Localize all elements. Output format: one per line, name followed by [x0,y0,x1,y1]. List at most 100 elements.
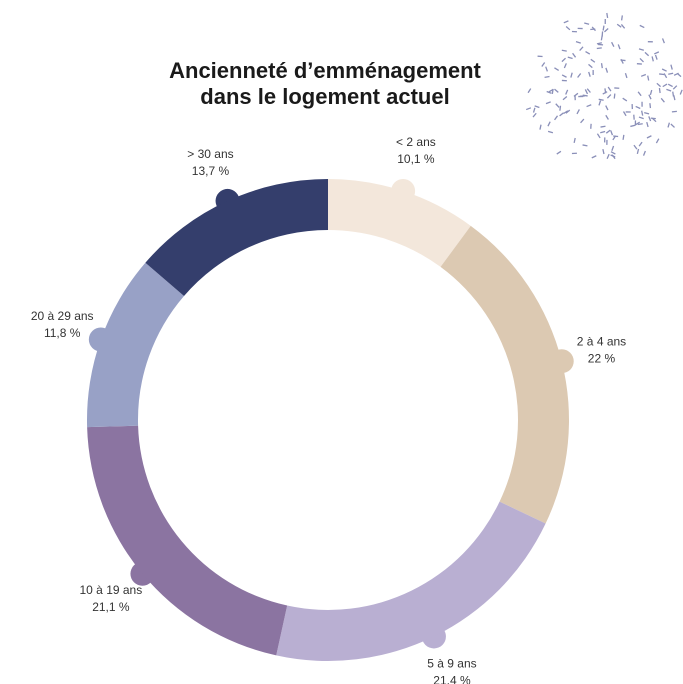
pattern-dash [623,98,627,101]
pattern-dash [597,48,602,49]
pattern-dash [621,24,624,28]
pattern-dash [589,64,593,67]
pattern-dash [546,67,548,72]
pattern-dash [560,113,564,116]
pattern-dash [659,88,660,93]
value-label: 13,7 % [192,164,230,178]
pattern-dash [650,103,651,108]
pattern-dash [666,89,671,91]
pattern-dash [648,76,649,81]
pattern-dash [557,151,561,154]
pattern-dash [564,21,569,23]
pattern-dash [640,58,644,62]
pattern-dash [533,113,536,117]
value-label: 11,8 % [44,326,81,340]
pattern-dash [554,89,558,92]
pattern-dash [546,102,551,104]
pattern-dash [592,156,597,158]
pattern-dash [654,52,659,54]
pattern-dash [605,88,606,93]
pattern-dash [563,97,567,100]
pattern-dash [662,69,667,71]
pattern-dash [614,94,615,99]
segment-label: > 30 ans [187,147,233,161]
pattern-dash [640,25,644,27]
page: < 2 ans 10,1 % 2 à 4 ans 22 % 5 à 9 ans 21,4 … [0,0,683,684]
pattern-dash [606,130,610,133]
pattern-dash [548,122,550,126]
donut-segment [87,426,287,656]
pattern-dash [638,92,641,96]
pattern-dash [603,26,604,31]
value-label: 22 % [588,351,616,365]
pattern-dash [556,104,559,108]
pattern-dash [591,59,595,62]
pattern-dash [585,89,587,93]
pattern-dash [601,126,606,127]
pattern-dash [664,73,666,77]
segment-label: 5 à 9 ans [427,656,476,670]
pattern-dash [659,74,664,75]
pattern-dash [568,57,573,58]
value-label: 21,4 % [433,673,471,684]
pattern-dash [612,42,614,46]
donut-segment [87,263,184,427]
pattern-dash [552,89,553,94]
pattern-dash [606,106,608,110]
pattern-dash [617,24,621,27]
pattern-dash [623,135,624,140]
pattern-dash [622,15,623,20]
pattern-dash [566,90,568,95]
pattern-dash [574,138,575,143]
value-label: 10,1 % [397,152,435,166]
pattern-dash [668,123,669,128]
value-label: 21,1 % [92,600,130,614]
pattern-dash [607,95,610,99]
pattern-dash [542,62,545,66]
pattern-dash [584,23,589,24]
pattern-dash [597,134,600,138]
pattern-dash [668,84,672,86]
chart-title: Ancienneté d’emménagement dans le logeme… [150,58,500,110]
pattern-dash [663,38,665,43]
pattern-dash [661,98,664,102]
pattern-dash [554,68,558,71]
pattern-dash [587,105,592,107]
segment-label: < 2 ans [396,135,436,149]
pattern-dash [597,43,602,44]
segment-label: 2 à 4 ans [577,334,626,348]
pattern-dash [644,113,649,114]
pattern-dash [636,106,641,108]
pattern-dash [611,152,615,154]
pattern-dash [656,139,658,143]
pattern-dash [607,13,608,18]
pattern-dash [645,52,649,55]
pattern-dash [604,29,608,32]
pattern-dash [647,136,651,138]
pattern-dash [657,83,661,86]
pattern-dash [641,75,646,77]
pattern-dash [535,106,540,108]
pattern-dash [599,99,604,100]
pattern-dash [564,63,566,68]
pattern-dash [583,145,588,146]
pattern-dash [663,84,667,87]
pattern-dash [647,122,648,127]
pattern-dash [677,73,681,76]
pattern-dash [577,109,579,113]
pattern-dash [668,73,673,74]
donut-segment [276,502,545,661]
pattern-dash [562,58,566,61]
pattern-dash [650,90,651,95]
pattern-dash [586,52,590,55]
pattern-dash [560,106,561,111]
pattern-dash [644,151,646,156]
pattern-dash [602,63,603,68]
pattern-dash [576,42,581,43]
pattern-dash [634,145,637,149]
pattern-dash [671,124,675,127]
pattern-dash [612,146,614,151]
pattern-dash [637,149,638,154]
pattern-dash [603,149,604,154]
pattern-dash [630,125,635,126]
